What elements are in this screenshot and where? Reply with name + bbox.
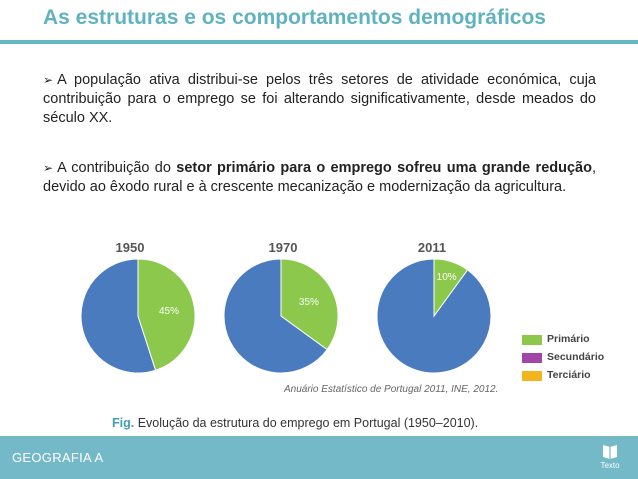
legend-label: Secundário [547,351,605,363]
arrow-bullet-icon: ➢ [43,161,54,175]
pie-svg: 45% [80,258,196,374]
pie-slice-primario [433,258,469,318]
subject-label: GEOGRAFIA A [12,450,104,465]
bullet-point-2: ➢ A contribuição do setor primário para o… [43,159,596,197]
bullet-2-text-pre: A contribuição do [57,160,177,176]
publisher-logo-text: Texto [600,461,620,470]
bullet-2-text-bold: setor primário para o emprego sofreu uma… [176,160,592,176]
slide-title: As estruturas e os comportamentos demogr… [43,6,546,29]
legend-label: Terciário [547,369,591,381]
legend-label: Primário [547,333,590,345]
chart-source: Anuário Estatístico de Portugal 2011, IN… [284,384,499,395]
slide-header: As estruturas e os comportamentos demogr… [0,0,638,44]
legend-swatch [522,335,542,345]
figure-caption-text: Evolução da estrutura do emprego em Port… [134,416,479,430]
pie-chart-1950: 1950 45% [80,240,200,380]
pie-year-label: 1970 [268,240,298,255]
pie-chart-2011: 2011 10% [376,240,496,380]
bullet-point-1: ➢ A população ativa distribui-se pelos tr… [43,71,596,128]
pie-slice-primario [137,258,196,371]
pie-year-label: 2011 [417,240,447,255]
pie-slice-other [80,258,157,374]
pie-svg: 10% [376,258,492,374]
book-icon [603,445,617,459]
arrow-bullet-icon: ➢ [43,73,54,87]
pie-slice-primario [280,258,339,351]
pie-percent-label: 10% [437,272,457,283]
pie-slice-other [223,258,328,374]
legend-swatch [522,371,542,381]
employment-pie-figure: 1950 45% 1970 35% 2011 10% Primário Secu… [80,240,620,400]
bullet-2-text-post: , devido ao êxodo rural e à crescente me… [43,160,596,195]
figure-caption: Fig. Evolução da estrutura do emprego em… [112,416,478,430]
bullet-1-text: A população ativa distribui-se pelos trê… [43,72,596,126]
pie-chart-1970: 1970 35% [223,240,343,380]
title-divider [0,40,638,44]
slide-footer: GEOGRAFIA A Texto [0,436,638,479]
legend-swatch [522,353,542,363]
pie-year-label: 1950 [115,240,145,255]
pie-svg: 35% [223,258,339,374]
pie-percent-label: 45% [159,306,179,317]
figure-caption-prefix: Fig. [112,416,135,430]
publisher-logo: Texto [594,442,626,472]
pie-percent-label: 35% [299,297,319,308]
